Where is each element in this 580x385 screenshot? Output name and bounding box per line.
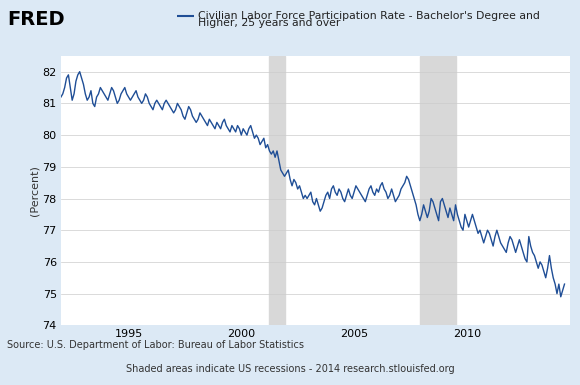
Bar [270,56,285,325]
Text: Higher, 25 years and over: Higher, 25 years and over [198,18,340,28]
Text: Shaded areas indicate US recessions - 2014 research.stlouisfed.org: Shaded areas indicate US recessions - 20… [126,364,454,374]
Text: FRED: FRED [7,10,64,28]
Text: Civilian Labor Force Participation Rate - Bachelor's Degree and: Civilian Labor Force Participation Rate … [198,11,540,21]
Y-axis label: (Percent): (Percent) [30,165,39,216]
Bar [420,56,455,325]
Text: Source: U.S. Department of Labor: Bureau of Labor Statistics: Source: U.S. Department of Labor: Bureau… [7,340,304,350]
